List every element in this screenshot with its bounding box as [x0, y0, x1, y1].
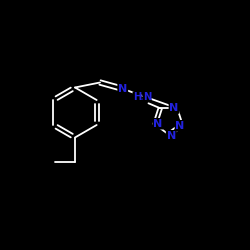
Text: N: N — [176, 121, 185, 131]
Text: N: N — [170, 103, 179, 113]
Text: 2: 2 — [140, 95, 145, 101]
Text: N: N — [166, 131, 176, 141]
Text: N: N — [118, 84, 128, 94]
Text: N: N — [153, 119, 162, 129]
Text: H: H — [133, 92, 141, 102]
Text: N: N — [143, 92, 151, 102]
